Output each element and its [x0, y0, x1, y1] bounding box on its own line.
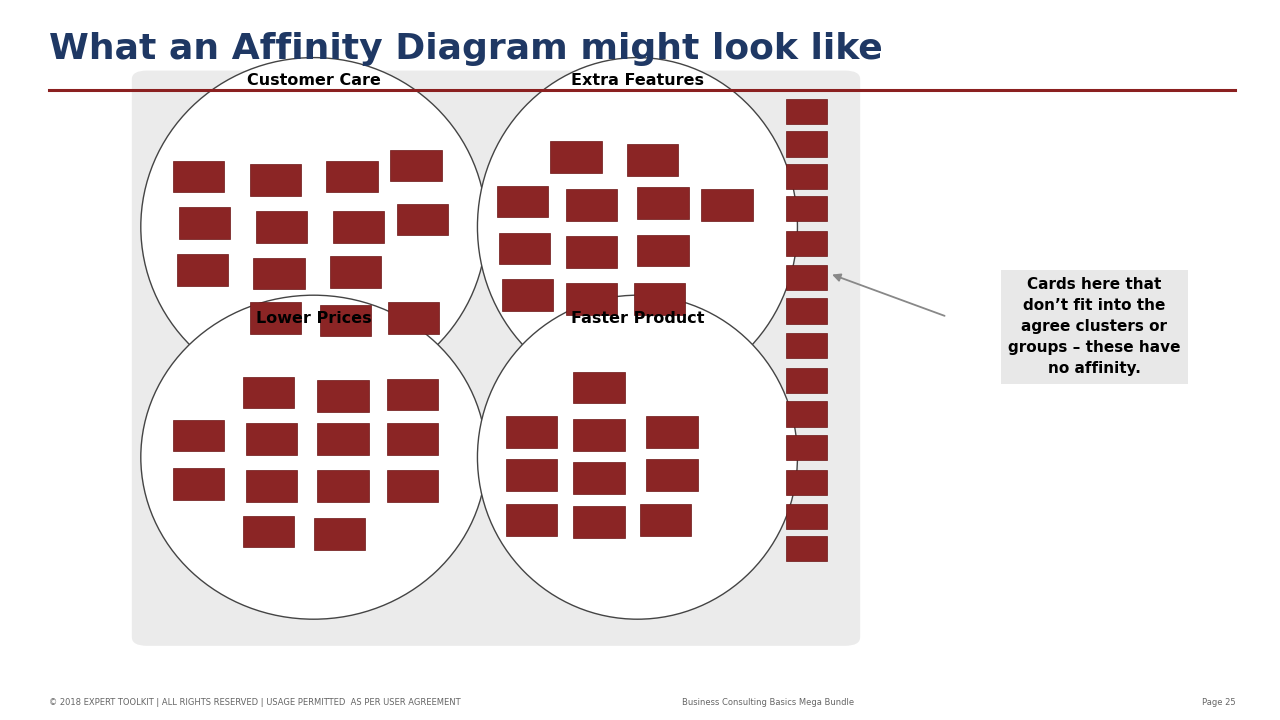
FancyBboxPatch shape — [573, 506, 625, 538]
FancyBboxPatch shape — [390, 150, 442, 181]
FancyBboxPatch shape — [786, 230, 827, 256]
FancyBboxPatch shape — [132, 71, 860, 646]
Text: Extra Features: Extra Features — [571, 73, 704, 89]
FancyBboxPatch shape — [786, 333, 827, 358]
FancyBboxPatch shape — [566, 283, 617, 315]
FancyBboxPatch shape — [317, 470, 369, 502]
Text: What an Affinity Diagram might look like: What an Affinity Diagram might look like — [49, 32, 882, 66]
Text: Faster Product: Faster Product — [571, 311, 704, 326]
FancyBboxPatch shape — [326, 161, 378, 192]
FancyBboxPatch shape — [786, 163, 827, 189]
Text: © 2018 EXPERT TOOLKIT | ALL RIGHTS RESERVED | USAGE PERMITTED  AS PER USER AGREE: © 2018 EXPERT TOOLKIT | ALL RIGHTS RESER… — [49, 698, 461, 707]
FancyBboxPatch shape — [640, 504, 691, 536]
FancyBboxPatch shape — [314, 518, 365, 550]
FancyBboxPatch shape — [256, 211, 307, 243]
FancyBboxPatch shape — [506, 504, 557, 536]
FancyBboxPatch shape — [388, 302, 439, 334]
FancyBboxPatch shape — [320, 305, 371, 336]
FancyBboxPatch shape — [701, 189, 753, 221]
Text: Lower Prices: Lower Prices — [256, 311, 371, 326]
FancyBboxPatch shape — [786, 435, 827, 461]
FancyBboxPatch shape — [330, 256, 381, 288]
FancyBboxPatch shape — [550, 141, 602, 173]
Text: Page 25: Page 25 — [1202, 698, 1235, 707]
FancyBboxPatch shape — [786, 368, 827, 393]
FancyBboxPatch shape — [177, 254, 228, 286]
FancyBboxPatch shape — [646, 416, 698, 448]
FancyBboxPatch shape — [573, 462, 625, 494]
Ellipse shape — [477, 58, 797, 396]
Text: Customer Care: Customer Care — [247, 73, 380, 89]
FancyBboxPatch shape — [786, 99, 827, 124]
FancyBboxPatch shape — [573, 372, 625, 403]
FancyBboxPatch shape — [499, 233, 550, 264]
FancyBboxPatch shape — [246, 423, 297, 455]
FancyBboxPatch shape — [250, 164, 301, 196]
FancyBboxPatch shape — [387, 423, 438, 455]
FancyBboxPatch shape — [179, 207, 230, 239]
Ellipse shape — [141, 295, 486, 619]
Text: Business Consulting Basics Mega Bundle: Business Consulting Basics Mega Bundle — [682, 698, 854, 707]
FancyBboxPatch shape — [387, 379, 438, 410]
FancyBboxPatch shape — [566, 189, 617, 221]
FancyBboxPatch shape — [786, 401, 827, 426]
FancyBboxPatch shape — [497, 186, 548, 217]
FancyBboxPatch shape — [387, 470, 438, 502]
FancyBboxPatch shape — [243, 377, 294, 408]
FancyBboxPatch shape — [243, 516, 294, 547]
FancyBboxPatch shape — [566, 236, 617, 268]
FancyBboxPatch shape — [317, 380, 369, 412]
FancyBboxPatch shape — [786, 196, 827, 222]
Ellipse shape — [141, 58, 486, 396]
FancyBboxPatch shape — [506, 416, 557, 448]
FancyBboxPatch shape — [627, 144, 678, 176]
FancyBboxPatch shape — [397, 204, 448, 235]
FancyBboxPatch shape — [786, 264, 827, 289]
FancyBboxPatch shape — [173, 468, 224, 500]
FancyBboxPatch shape — [786, 504, 827, 528]
FancyBboxPatch shape — [786, 298, 827, 324]
FancyBboxPatch shape — [646, 459, 698, 491]
FancyBboxPatch shape — [786, 536, 827, 562]
FancyBboxPatch shape — [573, 419, 625, 451]
FancyBboxPatch shape — [246, 470, 297, 502]
FancyBboxPatch shape — [502, 279, 553, 311]
FancyBboxPatch shape — [253, 258, 305, 289]
FancyBboxPatch shape — [506, 459, 557, 491]
FancyBboxPatch shape — [333, 211, 384, 243]
FancyBboxPatch shape — [637, 235, 689, 266]
FancyBboxPatch shape — [317, 423, 369, 455]
FancyBboxPatch shape — [634, 283, 685, 315]
FancyBboxPatch shape — [786, 131, 827, 156]
FancyBboxPatch shape — [786, 469, 827, 495]
FancyBboxPatch shape — [250, 302, 301, 334]
Text: Cards here that
don’t fit into the
agree clusters or
groups – these have
no affi: Cards here that don’t fit into the agree… — [1009, 277, 1180, 376]
FancyBboxPatch shape — [173, 161, 224, 192]
Ellipse shape — [477, 295, 797, 619]
FancyBboxPatch shape — [173, 420, 224, 451]
FancyBboxPatch shape — [637, 187, 689, 219]
